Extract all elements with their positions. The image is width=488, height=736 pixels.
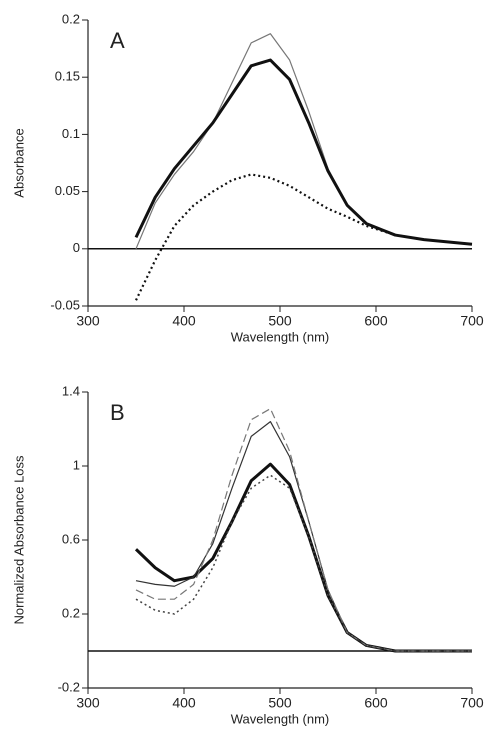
x-tick-label: 600	[364, 313, 388, 329]
x-axis-label: Wavelength (nm)	[231, 329, 330, 344]
x-tick-label: 600	[364, 695, 388, 711]
x-tick-label: 700	[460, 695, 484, 711]
series-line	[135, 408, 472, 652]
panel-label: B	[110, 400, 125, 425]
series-line	[135, 173, 473, 301]
panel-label: A	[110, 28, 125, 53]
x-tick-label: 300	[76, 695, 100, 711]
y-tick-label: 0	[73, 240, 80, 255]
y-tick-label: 0.05	[55, 183, 80, 198]
y-axis-label: Normalized Absorbance Loss	[11, 455, 26, 625]
x-tick-label: 400	[172, 695, 196, 711]
x-tick-label: 700	[460, 313, 484, 329]
y-tick-label: 0.2	[62, 11, 80, 26]
y-tick-label: 1	[73, 457, 80, 472]
x-axis-label: Wavelength (nm)	[231, 711, 330, 726]
y-tick-label: 0.6	[62, 531, 80, 546]
series-line	[135, 474, 472, 652]
series-line	[135, 421, 472, 652]
y-tick-label: 0.2	[62, 605, 80, 620]
x-tick-label: 500	[268, 695, 292, 711]
series-line	[134, 462, 472, 653]
series-line	[135, 33, 473, 250]
y-tick-label: 0.1	[62, 126, 80, 141]
series-line	[134, 58, 473, 246]
x-tick-label: 400	[172, 313, 196, 329]
x-tick-label: 300	[76, 313, 100, 329]
y-tick-label: -0.2	[58, 679, 80, 694]
y-axis-label: Absorbance	[11, 128, 26, 197]
y-tick-label: 0.15	[55, 69, 80, 84]
y-tick-label: -0.05	[50, 297, 80, 312]
y-tick-label: 1.4	[62, 383, 80, 398]
x-tick-label: 500	[268, 313, 292, 329]
